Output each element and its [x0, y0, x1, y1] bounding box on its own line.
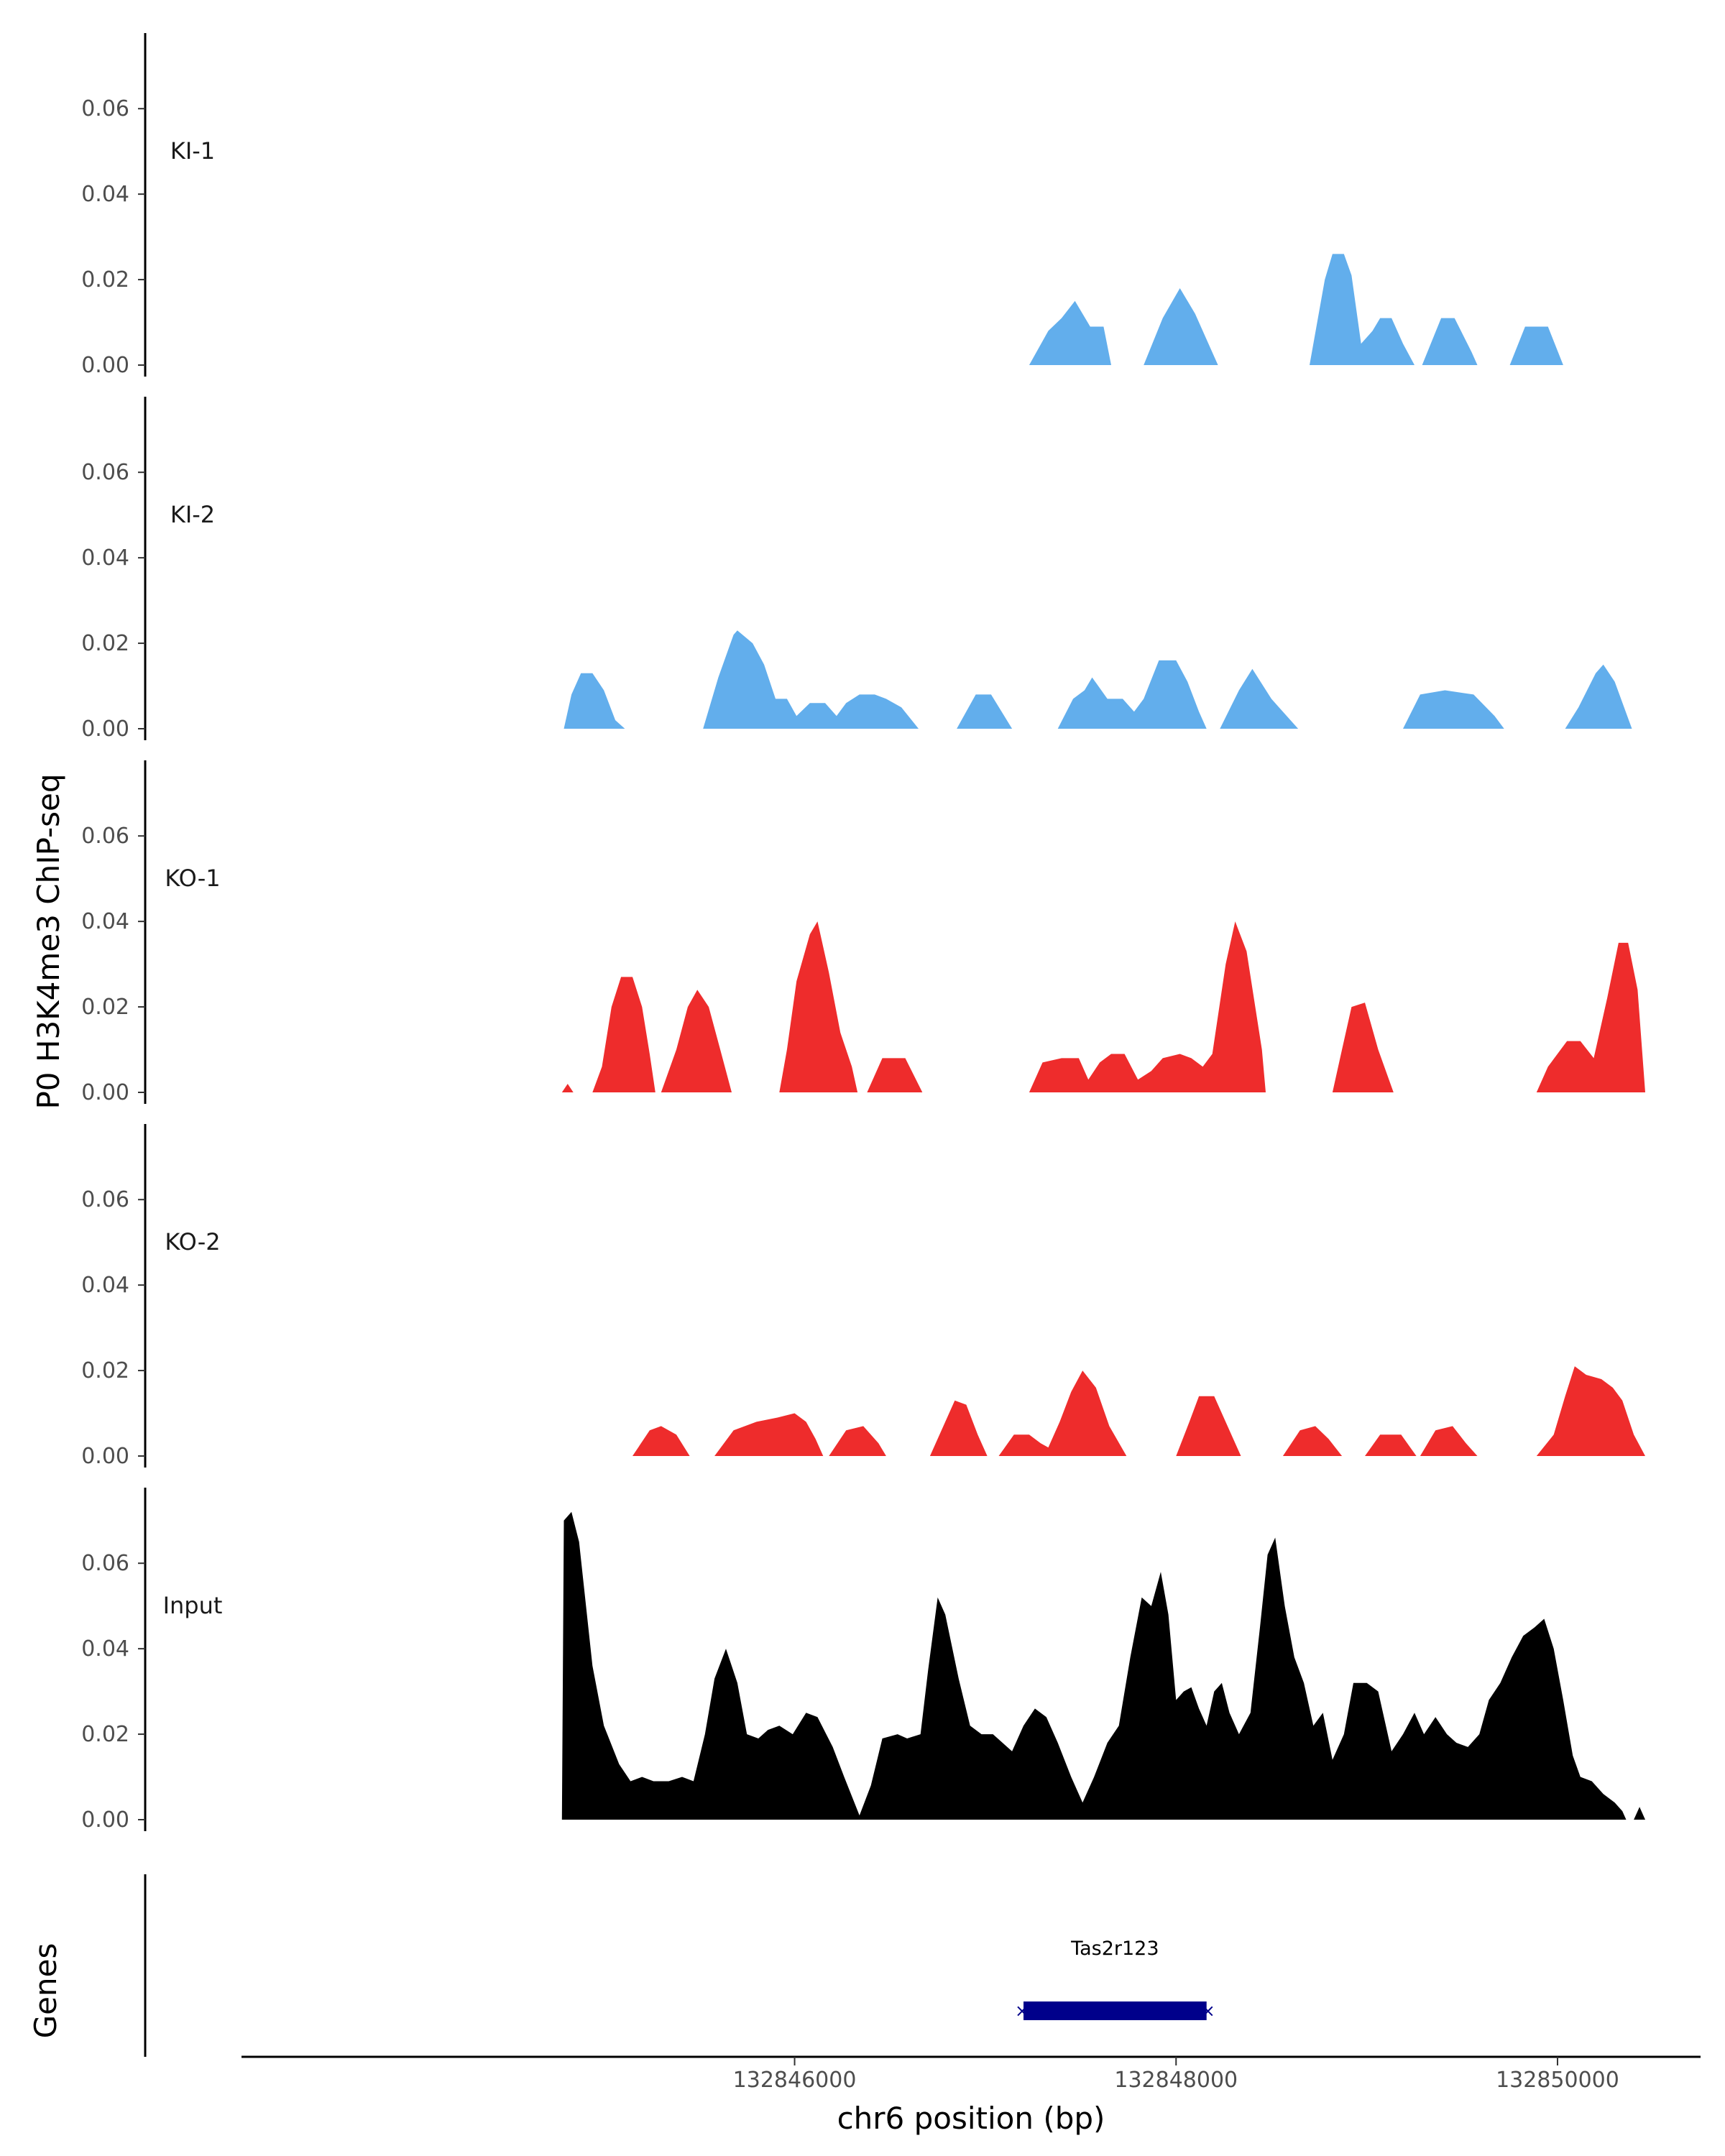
y-tick-label: 0.06	[81, 96, 129, 121]
track-label: KI-2	[170, 501, 215, 528]
coverage-area	[829, 1426, 886, 1456]
coverage-area	[592, 977, 656, 1092]
coverage-area	[1509, 326, 1563, 365]
coverage-area	[998, 1370, 1127, 1456]
coverage-area	[779, 921, 858, 1092]
y-axis-title: P0 H3K4me3 ChIP-seq	[31, 773, 66, 1109]
y-tick-label: 0.02	[81, 267, 129, 292]
track-input: 0.00 0.02 0.04 0.06 Input	[81, 1488, 1645, 1833]
y-tick-label: 0.02	[81, 1722, 129, 1747]
coverage-area	[1332, 1003, 1394, 1092]
track-label: KO-2	[165, 1228, 220, 1256]
coverage-area	[1220, 668, 1299, 729]
x-tick-label: 132850000	[1496, 2068, 1619, 2093]
track-label: Input	[163, 1592, 223, 1619]
y-tick-label: 0.00	[81, 1807, 129, 1833]
track-ki-1: 0.00 0.02 0.04 0.06 KI-1	[81, 33, 1563, 378]
y-tick-label: 0.00	[81, 1080, 129, 1105]
track-ki-2: 0.00 0.02 0.04 0.06 KI-2	[81, 397, 1632, 742]
track-label: KO-1	[165, 865, 220, 892]
coverage-area	[1536, 1366, 1645, 1456]
track-panels: 0.00 0.02 0.04 0.06 KI-1 0.00 0.02 0.04 0.06 KI-2…	[81, 33, 1645, 1833]
y-tick-label: 0.04	[81, 545, 129, 571]
coverage-area	[1422, 318, 1478, 365]
gene-strand-marker: ×	[1015, 2001, 1029, 2021]
coverage-area	[564, 673, 625, 729]
gene-strand-marker-end: ×	[1201, 2001, 1215, 2021]
coverage-area	[632, 1426, 690, 1456]
y-tick-label: 0.02	[81, 631, 129, 656]
gene-body	[1024, 2001, 1207, 2020]
coverage-area	[1144, 288, 1218, 365]
coverage-area	[703, 630, 919, 729]
coverage-area	[867, 1058, 923, 1092]
coverage-area	[561, 1511, 1627, 1820]
x-axis: 132846000 132848000 132850000	[242, 2055, 1701, 2093]
coverage-area	[1536, 942, 1645, 1092]
coverage-area	[661, 990, 732, 1092]
x-tick-label: 132848000	[1114, 2068, 1238, 2093]
gene-label: Tas2r123	[1070, 1938, 1159, 1960]
x-tick-label: 132846000	[733, 2068, 857, 2093]
coverage-area	[561, 1084, 574, 1092]
y-tick-label: 0.04	[81, 1273, 129, 1298]
gene-track-title: Genes	[28, 1943, 63, 2039]
y-tick-label: 0.06	[81, 824, 129, 849]
track-ko-2: 0.00 0.02 0.04 0.06 KO-2	[81, 1124, 1645, 1469]
x-axis-title: chr6 position (bp)	[837, 2101, 1105, 2136]
y-tick-label: 0.02	[81, 1358, 129, 1383]
y-tick-label: 0.04	[81, 909, 129, 934]
y-tick-label: 0.04	[81, 1636, 129, 1662]
y-tick-label: 0.06	[81, 1551, 129, 1576]
y-tick-label: 0.00	[81, 353, 129, 378]
y-tick-label: 0.00	[81, 717, 129, 742]
y-tick-label: 0.06	[81, 460, 129, 485]
y-tick-label: 0.04	[81, 182, 129, 207]
coverage-area	[1565, 664, 1632, 729]
coverage-area	[1634, 1807, 1645, 1820]
coverage-area	[1057, 660, 1207, 729]
gene-track: Genes Tas2r123 × ×	[28, 1874, 1215, 2057]
coverage-area	[929, 1400, 988, 1456]
coverage-area	[1310, 254, 1414, 365]
coverage-area	[1420, 1426, 1478, 1456]
y-tick-label: 0.02	[81, 995, 129, 1020]
track-label: KI-1	[170, 137, 215, 165]
coverage-area	[1403, 690, 1504, 729]
coverage-area	[1029, 300, 1111, 365]
coverage-area	[957, 694, 1013, 729]
track-ko-1: 0.00 0.02 0.04 0.06 KO-1	[81, 760, 1645, 1105]
y-tick-label: 0.06	[81, 1187, 129, 1212]
coverage-area	[1365, 1434, 1417, 1456]
coverage-area	[1176, 1396, 1241, 1456]
coverage-area	[1029, 921, 1266, 1092]
coverage-area	[714, 1413, 824, 1456]
y-tick-label: 0.00	[81, 1444, 129, 1469]
coverage-area	[1282, 1426, 1343, 1456]
